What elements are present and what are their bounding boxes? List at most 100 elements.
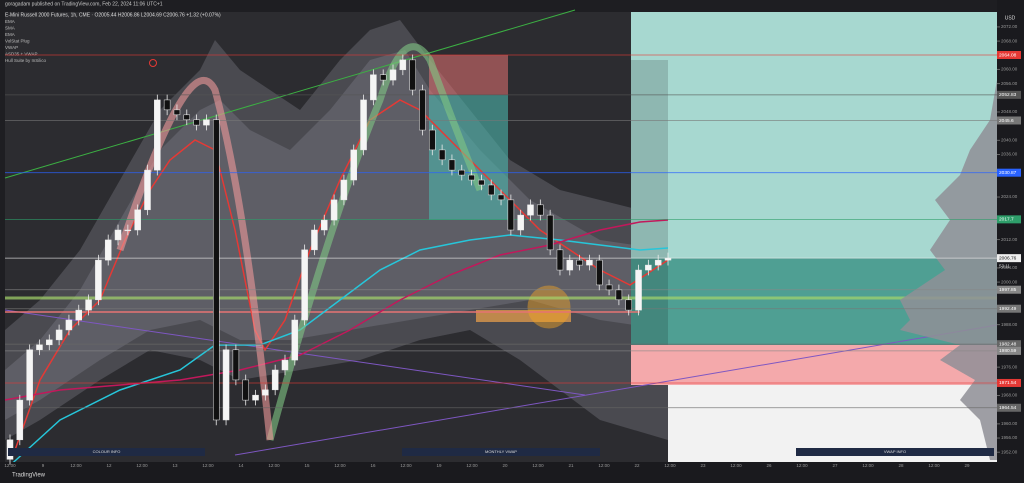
candle-body: [468, 174, 475, 181]
y-tick-label: 1968.00: [1001, 393, 1018, 398]
candle-body: [281, 359, 289, 371]
candle-body: [154, 99, 161, 171]
panel-label-box: [402, 448, 600, 456]
x-tick-label: 21: [568, 463, 574, 468]
panel-label: COLOUR INFO: [93, 449, 121, 454]
candle-body: [527, 204, 534, 216]
y-tick-label: 1988.00: [1001, 322, 1018, 327]
x-tick-label: 22: [634, 463, 640, 468]
candle-body: [409, 59, 416, 91]
indicator-name: SMA: [5, 26, 15, 31]
candle-body: [36, 344, 43, 351]
candle-body: [350, 149, 357, 181]
y-tick-label: 1956.00: [1001, 435, 1018, 440]
x-tick-label: 20: [502, 463, 508, 468]
countdown: 53:11: [999, 263, 1010, 268]
hull-up: [266, 43, 484, 441]
candle-body: [271, 369, 279, 391]
hull-down: [116, 76, 274, 441]
x-tick-label: 12:00: [928, 463, 940, 468]
candle-body: [321, 219, 328, 231]
y-tick-label: 2012.00: [1001, 237, 1018, 242]
x-tick-label: 12:00: [202, 463, 214, 468]
price-label: 2006.76: [999, 255, 1017, 261]
y-tick-label: 1960.00: [1001, 421, 1018, 426]
price-label-box: [997, 378, 1021, 387]
candle-body: [183, 114, 191, 121]
panel-label-box: [8, 448, 205, 456]
price-label-box: [997, 215, 1021, 224]
x-tick-label: 12:00: [334, 463, 346, 468]
price-axis: [997, 0, 1024, 483]
y-tick-label: 2072.00: [1001, 24, 1018, 29]
indicator-name: EMA: [5, 19, 15, 24]
candle-body: [193, 119, 200, 126]
candle-body: [566, 259, 574, 271]
candle-body: [556, 249, 564, 271]
candle-body: [16, 399, 24, 441]
x-tick-label: 15: [304, 463, 310, 468]
long-target-zone: [631, 12, 997, 258]
y-tick-label: 2004.00: [1001, 265, 1018, 270]
candle-body: [85, 299, 92, 311]
x-tick-label: 12:00: [862, 463, 874, 468]
panel-label: VWAP INFO: [884, 449, 906, 454]
x-tick-label: 12:00: [4, 463, 16, 468]
candle-body: [664, 257, 672, 261]
price-label-box: [997, 116, 1021, 125]
price-label-box: [997, 168, 1021, 177]
candle-body: [654, 259, 662, 266]
x-tick-label: 12:00: [268, 463, 280, 468]
candle-body: [144, 169, 151, 211]
x-tick-label: 13: [172, 463, 178, 468]
x-tick-label: 12:00: [664, 463, 676, 468]
x-tick-label: 23: [700, 463, 706, 468]
indicator-name: ASD35 + VWAP: [5, 52, 37, 57]
time-axis: [0, 462, 1024, 483]
x-tick-label: 12: [106, 463, 112, 468]
x-tick-label: 16: [370, 463, 376, 468]
y-tick-label: 2068.00: [1001, 38, 1018, 43]
candle-body: [75, 309, 82, 321]
indicator-name: VolStat Plug: [5, 39, 30, 44]
x-tick-label: 12:00: [598, 463, 610, 468]
indicator-name: Hull Suite by InSilico: [5, 58, 47, 63]
y-tick-label: 2056.00: [1001, 81, 1018, 86]
x-tick-label: 12:00: [532, 463, 544, 468]
price-label-box: [997, 304, 1021, 313]
price-label: 1982.48: [999, 341, 1017, 347]
price-label: 2045.6: [999, 118, 1014, 124]
price-label: 1997.85: [999, 287, 1017, 293]
candle-body: [311, 229, 318, 251]
candle-body: [104, 239, 112, 261]
candle-body: [448, 159, 456, 171]
candle-body: [114, 229, 122, 241]
candle-body: [576, 259, 583, 266]
volume-profile: [900, 80, 997, 460]
candle-body: [517, 214, 524, 231]
brand: TradingView: [12, 473, 46, 479]
x-tick-label: 29: [964, 463, 970, 468]
candle-body: [26, 349, 33, 401]
candle-body: [586, 259, 593, 266]
candle-body: [419, 89, 426, 131]
price-label: 1964.54: [999, 405, 1017, 411]
x-tick-label: 12:00: [400, 463, 412, 468]
candle-body: [95, 259, 102, 301]
price-label: 1992.49: [999, 306, 1017, 312]
indicator-name: VWAP: [5, 45, 18, 50]
panel-label-box: [796, 448, 994, 456]
candle-body: [379, 74, 387, 81]
highlight-circle: [527, 285, 571, 329]
x-tick-label: 27: [832, 463, 838, 468]
price-label: 2017.7: [999, 217, 1014, 223]
axis-currency: USD: [1005, 15, 1016, 21]
x-tick-label: 12:00: [136, 463, 148, 468]
price-label-box: [997, 254, 1021, 263]
y-tick-label: 2036.00: [1001, 152, 1018, 157]
candle-body: [399, 59, 407, 71]
candle-body: [360, 99, 367, 151]
candle-body: [429, 129, 436, 151]
